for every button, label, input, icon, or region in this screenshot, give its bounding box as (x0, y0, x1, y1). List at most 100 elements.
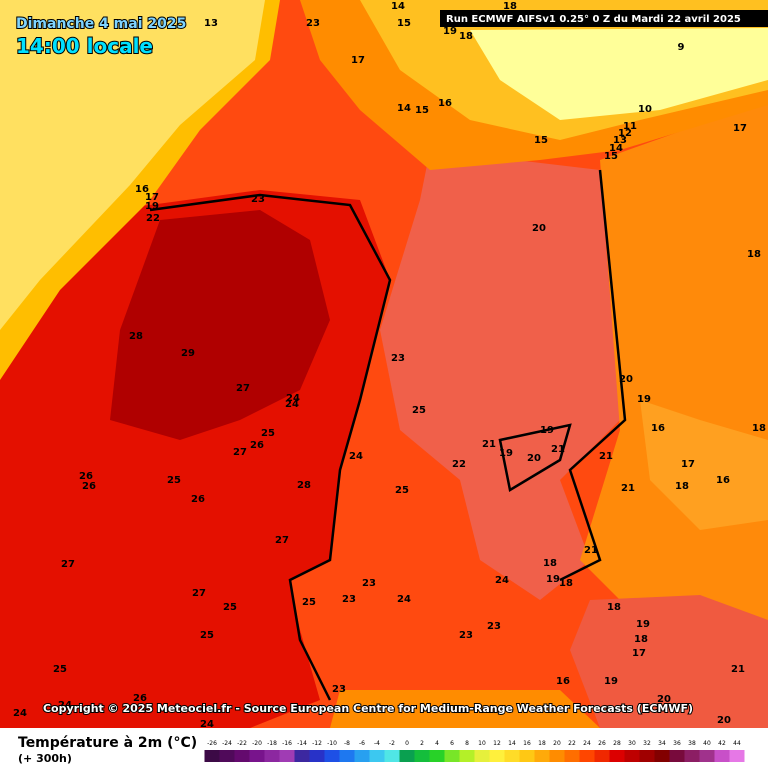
contour-label: 27 (233, 447, 247, 458)
contour-label: 19 (540, 425, 554, 436)
contour-label: 20 (527, 453, 541, 464)
legend-subtitle: (+ 300h) (18, 752, 72, 765)
run-banner (440, 10, 768, 27)
contour-label: 23 (487, 621, 501, 632)
contour-label: 20 (657, 694, 671, 705)
contour-label: 19 (499, 448, 513, 459)
scale-swatch (249, 750, 265, 762)
scale-label: -20 (252, 740, 262, 747)
contour-label: 24 (285, 399, 299, 410)
scale-label: 8 (465, 740, 469, 747)
contour-label: 20 (532, 223, 546, 234)
scale-swatch (474, 750, 490, 762)
contour-label: 22 (452, 459, 466, 470)
contour-label: 24 (349, 451, 363, 462)
contour-label: 27 (236, 383, 250, 394)
scale-swatch (339, 750, 355, 762)
scale-swatch (354, 750, 370, 762)
contour-label: 18 (543, 558, 557, 569)
contour-label: 27 (61, 559, 75, 570)
scale-swatch (309, 750, 325, 762)
scale-label: -2 (389, 740, 395, 747)
scale-label: 0 (405, 740, 409, 747)
date: Dimanche 4 mai 2025 (16, 16, 186, 32)
scale-label: -24 (222, 740, 232, 747)
scale-label: 28 (613, 740, 621, 747)
contour-label: 23 (306, 18, 320, 29)
color-scale: -26 -24 -22 -20 -18 -16 -14 -12 -10 -8 -6 -4 -2 0 2 4 6 8… (204, 740, 745, 762)
contour-label: 17 (145, 192, 159, 203)
contour-label: 26 (82, 481, 96, 492)
contour-label: 25 (53, 664, 67, 675)
scale-swatch (534, 750, 550, 762)
scale-swatch (219, 750, 235, 762)
scale-swatch (714, 750, 730, 762)
scale-swatch (234, 750, 250, 762)
contour-label: 28 (129, 331, 143, 342)
contour-label: 23 (362, 578, 376, 589)
scale-label: 42 (718, 740, 726, 747)
scale-label: -16 (282, 740, 292, 747)
contour-label: 19 (546, 574, 560, 585)
scale-swatch (444, 750, 460, 762)
contour-label: 24 (286, 393, 300, 404)
scale-label: 2 (420, 740, 424, 747)
scale-label: -14 (297, 740, 307, 747)
scale-label: 30 (628, 740, 636, 747)
scale-swatch (624, 750, 640, 762)
contour-label: 25 (261, 428, 275, 439)
contour-label: 19 (637, 394, 651, 405)
contour-label: 24 (13, 708, 27, 719)
scale-swatch (294, 750, 310, 762)
contour-label: 18 (752, 423, 766, 434)
scale-label: -8 (344, 740, 350, 747)
contour-label: 18 (634, 634, 648, 645)
scale-label: -12 (312, 740, 322, 747)
contour-label: 10 (638, 104, 652, 115)
contour-label: 20 (717, 715, 731, 726)
scale-label: 22 (568, 740, 576, 747)
contour-label: 15 (604, 151, 618, 162)
scale-swatch (414, 750, 430, 762)
contour-label: 20 (619, 374, 633, 385)
contour-label: 18 (607, 602, 621, 613)
scale-swatch (519, 750, 535, 762)
contour-label: 29 (181, 348, 195, 359)
scale-swatch (459, 750, 475, 762)
contour-label: 21 (599, 451, 613, 462)
contour-label: 24 (397, 594, 411, 605)
scale-swatch (369, 750, 385, 762)
scale-swatch (639, 750, 655, 762)
scale-swatch (429, 750, 445, 762)
contour-label: 19 (636, 619, 650, 630)
contour-label: 27 (192, 588, 206, 599)
scale-swatch (399, 750, 415, 762)
scale-swatch (609, 750, 625, 762)
contour-label: 16 (716, 475, 730, 486)
contour-label: 16 (438, 98, 452, 109)
scale-label: 14 (508, 740, 516, 747)
contour-label: 26 (191, 494, 205, 505)
scale-label: 44 (733, 740, 741, 747)
contour-label: 18 (459, 31, 473, 42)
contour-label: 25 (167, 475, 181, 486)
scale-label: 16 (523, 740, 531, 747)
scale-swatch (384, 750, 400, 762)
contour-label: 25 (302, 597, 316, 608)
contour-label: 14 (391, 1, 405, 12)
scale-label: 34 (658, 740, 666, 747)
contour-label: 19 (443, 26, 457, 37)
contour-label: 19 (604, 676, 618, 687)
contour-label: 24 (495, 575, 509, 586)
scale-swatch (264, 750, 280, 762)
scale-label: -26 (207, 740, 217, 747)
map-background (0, 0, 768, 728)
contour-label: 25 (412, 405, 426, 416)
contour-label: 17 (733, 123, 747, 134)
scale-swatch (684, 750, 700, 762)
scale-label: 36 (673, 740, 681, 747)
contour-label: 18 (747, 249, 761, 260)
contour-label: 17 (632, 648, 646, 659)
contour-label: 24 (200, 719, 214, 730)
contour-label: 21 (482, 439, 496, 450)
